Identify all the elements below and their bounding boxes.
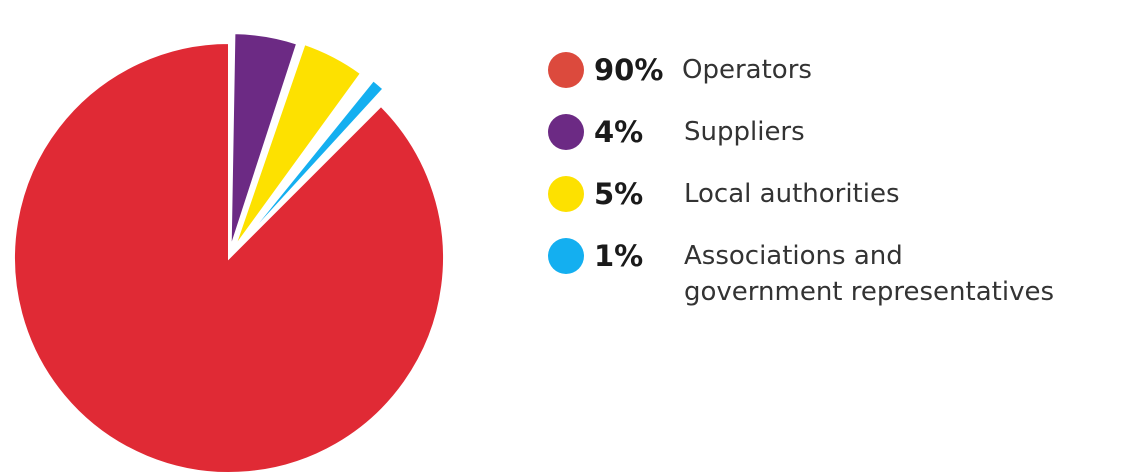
pie-slice-local (233, 42, 363, 248)
legend: 90% Operators 4% Suppliers 5% Local auth… (548, 52, 1128, 328)
pie-slice-operators (13, 41, 445, 473)
legend-swatch-suppliers (548, 114, 584, 150)
legend-swatch-local-authorities (548, 176, 584, 212)
legend-label-associations-line2: government representatives (684, 277, 1054, 307)
pie-chart (13, 32, 445, 473)
legend-label-associations: Associations and government representati… (684, 238, 1134, 310)
legend-percent-suppliers: 4% (594, 115, 644, 149)
legend-percent-operators: 90% (594, 53, 664, 87)
legend-label-operators: Operators (682, 55, 812, 85)
legend-swatch-associations (548, 238, 584, 274)
legend-item-associations: 1% Associations and government represent… (548, 238, 1128, 328)
legend-swatch-operators (548, 52, 584, 88)
pie-slice-associations (237, 78, 385, 249)
legend-item-local-authorities: 5% Local authorities (548, 176, 1128, 238)
legend-label-local-authorities: Local authorities (684, 179, 900, 209)
legend-label-suppliers: Suppliers (684, 117, 805, 147)
legend-item-suppliers: 4% Suppliers (548, 114, 1128, 176)
pie-slice-suppliers (229, 32, 299, 249)
legend-item-operators: 90% Operators (548, 52, 1128, 114)
legend-percent-local-authorities: 5% (594, 177, 644, 211)
legend-percent-associations: 1% (594, 239, 644, 273)
legend-label-associations-line1: Associations and (684, 241, 903, 271)
